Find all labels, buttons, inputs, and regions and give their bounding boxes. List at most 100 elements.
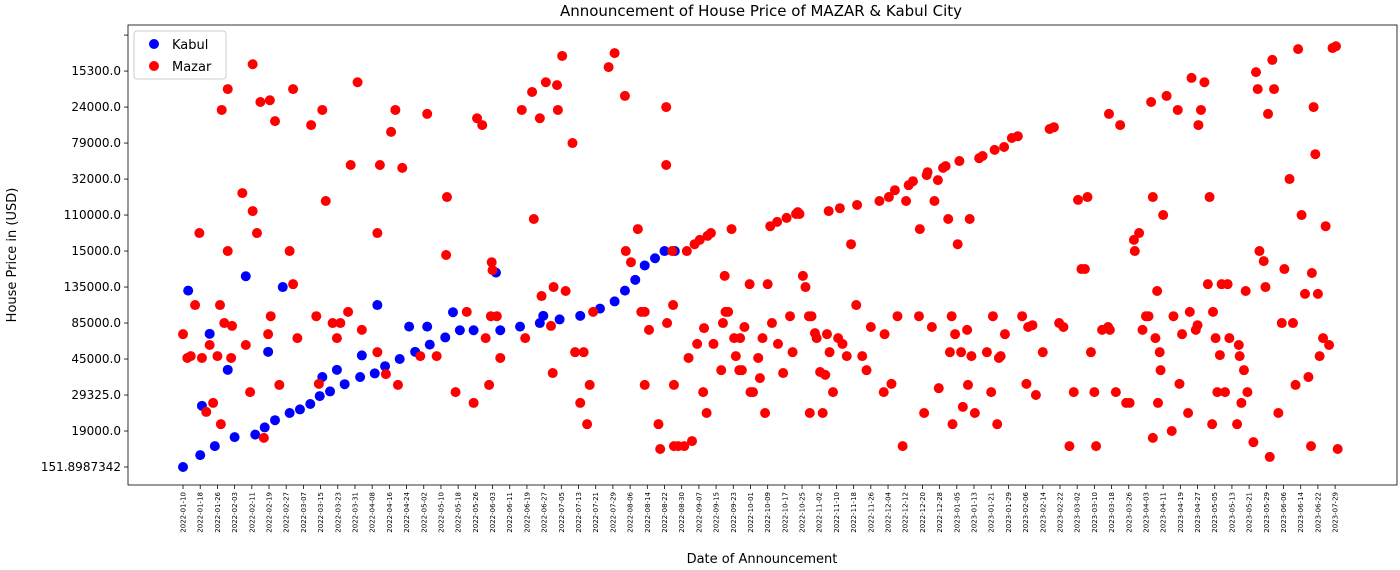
- point: [708, 338, 719, 349]
- x-tick-label: 2023-01-29: [1005, 492, 1013, 533]
- point: [762, 279, 773, 290]
- x-tick-label: 2022-09-15: [713, 492, 721, 533]
- point: [219, 318, 230, 329]
- point: [846, 239, 857, 250]
- x-tick-label: 2023-01-05: [953, 492, 961, 533]
- point: [662, 318, 673, 329]
- point: [1306, 441, 1317, 452]
- point: [851, 300, 862, 311]
- point: [828, 387, 838, 398]
- point: [999, 142, 1010, 153]
- point: [956, 347, 967, 358]
- point: [356, 350, 367, 361]
- point: [766, 318, 777, 329]
- point: [1224, 333, 1235, 344]
- point: [609, 296, 620, 307]
- point: [717, 318, 728, 329]
- point: [468, 325, 479, 336]
- x-tick-label: 2023-02-14: [1039, 491, 1047, 532]
- point: [1058, 321, 1069, 332]
- point: [582, 419, 593, 430]
- point: [914, 224, 925, 235]
- x-tick-label: 2022-04-16: [386, 491, 394, 532]
- point: [578, 347, 589, 358]
- point: [1242, 387, 1253, 398]
- x-tick-label: 2023-07-29: [1332, 492, 1340, 533]
- point: [263, 329, 274, 340]
- point: [954, 156, 965, 167]
- point: [1150, 333, 1161, 344]
- point: [907, 176, 918, 187]
- point: [878, 387, 889, 398]
- point: [659, 246, 670, 257]
- x-tick-label: 2023-04-03: [1142, 492, 1150, 533]
- point: [922, 167, 933, 178]
- x-tick-label: 2022-10-25: [799, 492, 807, 533]
- point: [195, 450, 206, 461]
- x-tick-label: 2022-08-22: [661, 492, 669, 533]
- chart-title: Announcement of House Price of MAZAR & K…: [560, 2, 962, 20]
- point: [748, 387, 759, 398]
- point: [317, 104, 328, 115]
- point: [216, 104, 227, 115]
- point: [1089, 387, 1100, 398]
- point: [719, 270, 730, 281]
- point: [390, 104, 401, 115]
- x-tick-label: 2023-05-05: [1211, 492, 1219, 533]
- x-tick-label: 2022-11-18: [850, 492, 858, 533]
- point: [889, 185, 900, 196]
- point: [196, 352, 207, 363]
- point: [603, 62, 614, 73]
- point: [270, 116, 281, 127]
- x-tick-label: 2023-03-02: [1074, 492, 1082, 533]
- x-tick-label: 2023-03-18: [1108, 492, 1116, 533]
- point: [639, 379, 650, 390]
- point: [255, 97, 266, 108]
- point: [491, 311, 502, 322]
- point: [772, 216, 783, 227]
- point: [947, 419, 958, 430]
- point: [422, 321, 433, 332]
- point: [944, 347, 955, 358]
- point: [1012, 131, 1023, 142]
- point: [1137, 324, 1148, 335]
- x-tick-label: 2022-03-31: [351, 492, 359, 533]
- point: [989, 144, 1000, 155]
- point: [1208, 306, 1219, 317]
- point: [668, 379, 679, 390]
- point: [1168, 311, 1179, 322]
- point: [1303, 372, 1314, 383]
- point: [288, 279, 299, 290]
- point: [1312, 288, 1323, 299]
- point: [1310, 149, 1321, 160]
- point: [404, 321, 415, 332]
- x-tick-label: 2023-03-26: [1125, 491, 1133, 532]
- point: [441, 250, 452, 260]
- point: [440, 332, 451, 343]
- legend-label: Kabul: [172, 38, 208, 53]
- point: [1017, 311, 1028, 322]
- point: [487, 265, 498, 276]
- point: [992, 419, 1003, 430]
- point: [1260, 282, 1271, 293]
- point: [484, 379, 495, 390]
- point: [1263, 108, 1274, 119]
- point: [753, 352, 764, 363]
- point: [1193, 120, 1204, 131]
- point: [730, 351, 741, 362]
- point: [1184, 306, 1195, 317]
- point: [820, 369, 831, 380]
- point: [736, 365, 747, 376]
- x-tick-label: 2023-06-06: [1280, 491, 1288, 532]
- point: [274, 379, 285, 390]
- point: [263, 346, 274, 357]
- point: [639, 306, 650, 317]
- point: [185, 351, 196, 362]
- point: [356, 324, 367, 335]
- point: [1279, 264, 1290, 275]
- x-tick-label: 2023-06-22: [1314, 492, 1322, 533]
- point: [372, 228, 383, 239]
- x-tick-label: 2022-12-28: [936, 492, 944, 533]
- point: [1143, 311, 1154, 322]
- point: [305, 399, 316, 410]
